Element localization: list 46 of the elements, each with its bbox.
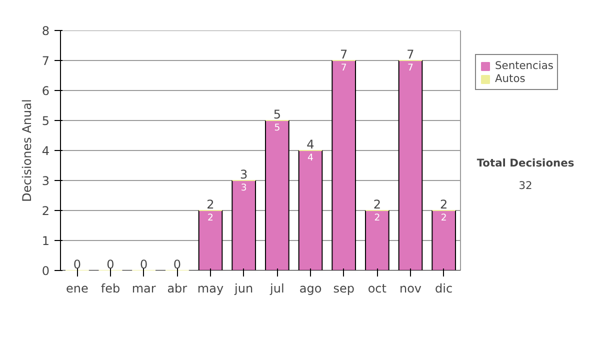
y-tick-label: 2 [42,204,50,218]
y-axis-title: Decisiones Anual [20,99,34,202]
total-label: 0 [140,258,148,272]
y-tick-label: 4 [42,144,50,158]
data-label: 7 [408,62,414,74]
data-label: 4 [308,152,314,164]
x-tick-label: may [197,282,224,296]
total-label: 0 [173,258,181,272]
total-label: 2 [373,198,381,212]
x-tick-label: feb [100,282,120,296]
text: 32 [518,178,532,192]
y-tick-label: 5 [42,114,50,128]
total-label: 3 [240,168,248,182]
total-label: 4 [306,138,314,152]
y-tick-label: 0 [42,264,50,278]
legend-label: Sentencias [495,59,554,72]
total-label: 5 [273,108,281,122]
x-tick-label: sep [333,282,354,296]
x-tick-label: mar [132,282,156,296]
x-tick-label: nov [399,282,422,296]
data-label: 2 [440,212,447,224]
total-label: 2 [206,198,214,212]
data-label: 7 [340,62,347,74]
y-tick-label: 8 [42,24,50,38]
data-label: 3 [240,182,247,194]
text: Total Decisiones [476,156,574,170]
x-tick-label: jul [269,282,284,296]
x-tick-label: dic [435,282,453,296]
data-label: 2 [208,212,214,224]
y-tick-label: 7 [42,54,50,68]
y-tick-label: 1 [42,234,50,248]
x-tick-label: oct [368,282,387,296]
x-tick-label: ago [299,282,322,296]
x-tick-label: abr [167,282,188,296]
x-tick-label: jun [234,282,254,296]
total-label: 7 [340,48,348,62]
y-tick-label: 3 [42,174,50,188]
data-label: 5 [274,122,280,134]
y-tick-label: 6 [42,84,50,98]
data-label: 2 [374,212,380,224]
total-label: 2 [440,198,448,212]
total-label: 0 [73,258,81,272]
total-label: 7 [406,48,414,62]
legend-label: Autos [495,72,526,85]
x-tick-label: ene [66,282,88,296]
total-label: 0 [106,258,114,272]
